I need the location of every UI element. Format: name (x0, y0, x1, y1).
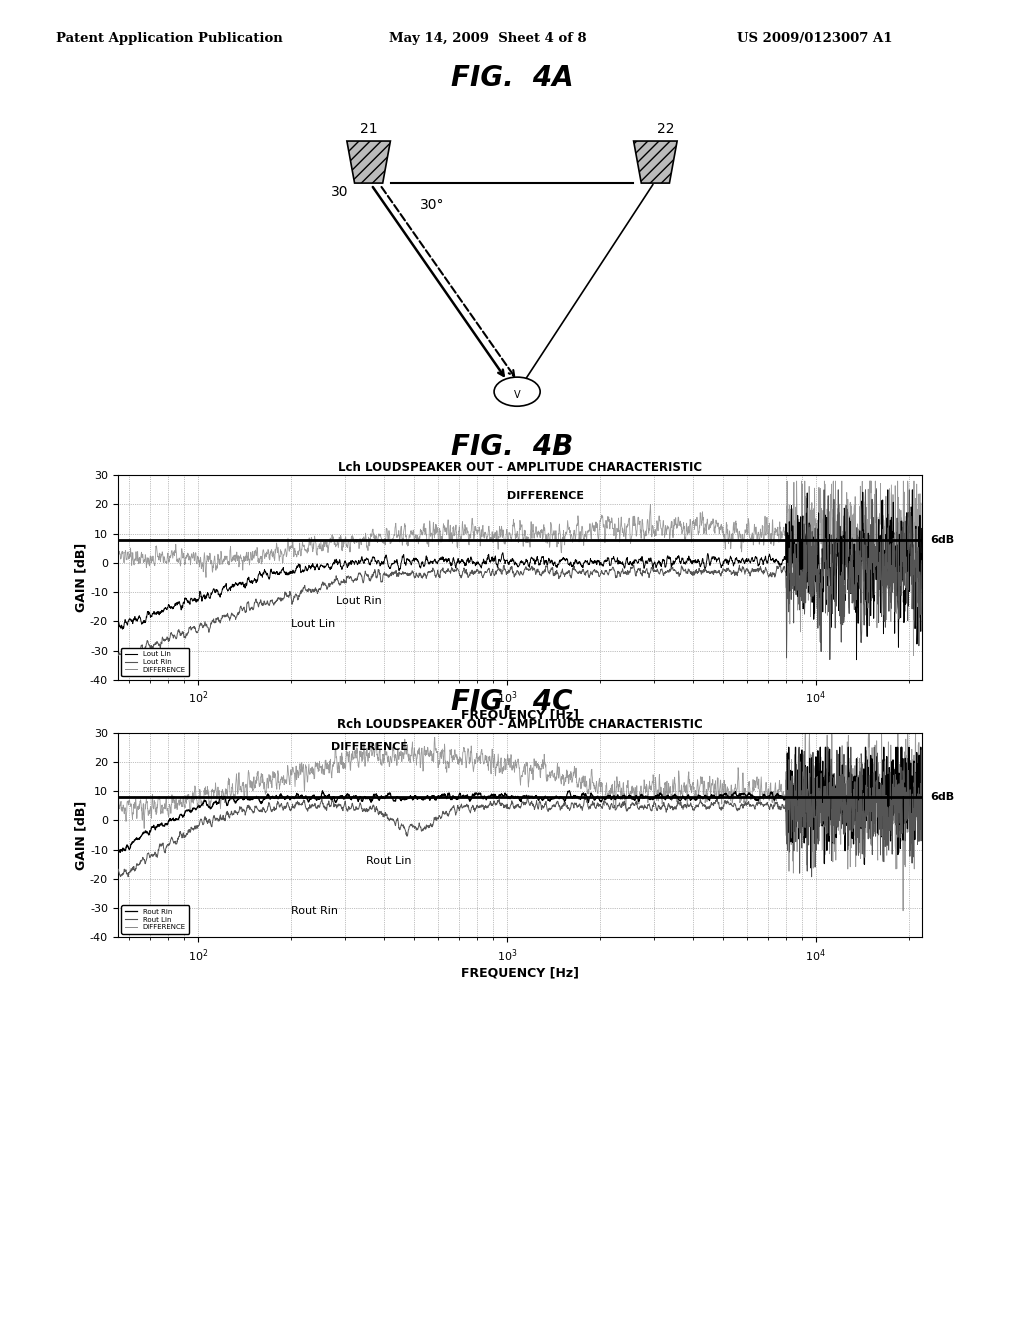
Text: May 14, 2009  Sheet 4 of 8: May 14, 2009 Sheet 4 of 8 (389, 32, 587, 45)
Circle shape (494, 378, 541, 407)
Text: Lout Lin: Lout Lin (291, 619, 335, 630)
Legend: Lout Lin, Lout Rin, DIFFERENCE: Lout Lin, Lout Rin, DIFFERENCE (121, 648, 189, 676)
Text: V: V (514, 389, 520, 400)
X-axis label: FREQUENCY [Hz]: FREQUENCY [Hz] (461, 709, 579, 722)
Text: US 2009/0123007 A1: US 2009/0123007 A1 (737, 32, 893, 45)
Title: Lch LOUDSPEAKER OUT - AMPLITUDE CHARACTERISTIC: Lch LOUDSPEAKER OUT - AMPLITUDE CHARACTE… (338, 461, 701, 474)
Polygon shape (347, 141, 390, 183)
Text: Rout Lin: Rout Lin (366, 857, 412, 866)
Title: Rch LOUDSPEAKER OUT - AMPLITUDE CHARACTERISTIC: Rch LOUDSPEAKER OUT - AMPLITUDE CHARACTE… (337, 718, 702, 731)
Text: FIG.  4A: FIG. 4A (451, 63, 573, 92)
Text: 30°: 30° (420, 198, 444, 213)
Polygon shape (634, 141, 677, 183)
Text: 30: 30 (331, 185, 348, 199)
Legend: Rout Rin, Rout Lin, DIFFERENCE: Rout Rin, Rout Lin, DIFFERENCE (121, 906, 189, 933)
Text: DIFFERENCE: DIFFERENCE (331, 742, 409, 752)
Text: 6dB: 6dB (931, 792, 954, 803)
Text: FIG.  4C: FIG. 4C (452, 688, 572, 717)
Text: FIG.  4B: FIG. 4B (451, 433, 573, 462)
X-axis label: FREQUENCY [Hz]: FREQUENCY [Hz] (461, 966, 579, 979)
Text: 21: 21 (359, 121, 378, 136)
Text: DIFFERENCE: DIFFERENCE (507, 491, 584, 500)
Text: 6dB: 6dB (931, 535, 954, 545)
Text: 22: 22 (656, 121, 675, 136)
Text: Patent Application Publication: Patent Application Publication (56, 32, 283, 45)
Text: Rout Rin: Rout Rin (291, 906, 338, 916)
Y-axis label: GAIN [dB]: GAIN [dB] (74, 800, 87, 870)
Y-axis label: GAIN [dB]: GAIN [dB] (74, 543, 87, 612)
Text: Lout Rin: Lout Rin (336, 595, 382, 606)
